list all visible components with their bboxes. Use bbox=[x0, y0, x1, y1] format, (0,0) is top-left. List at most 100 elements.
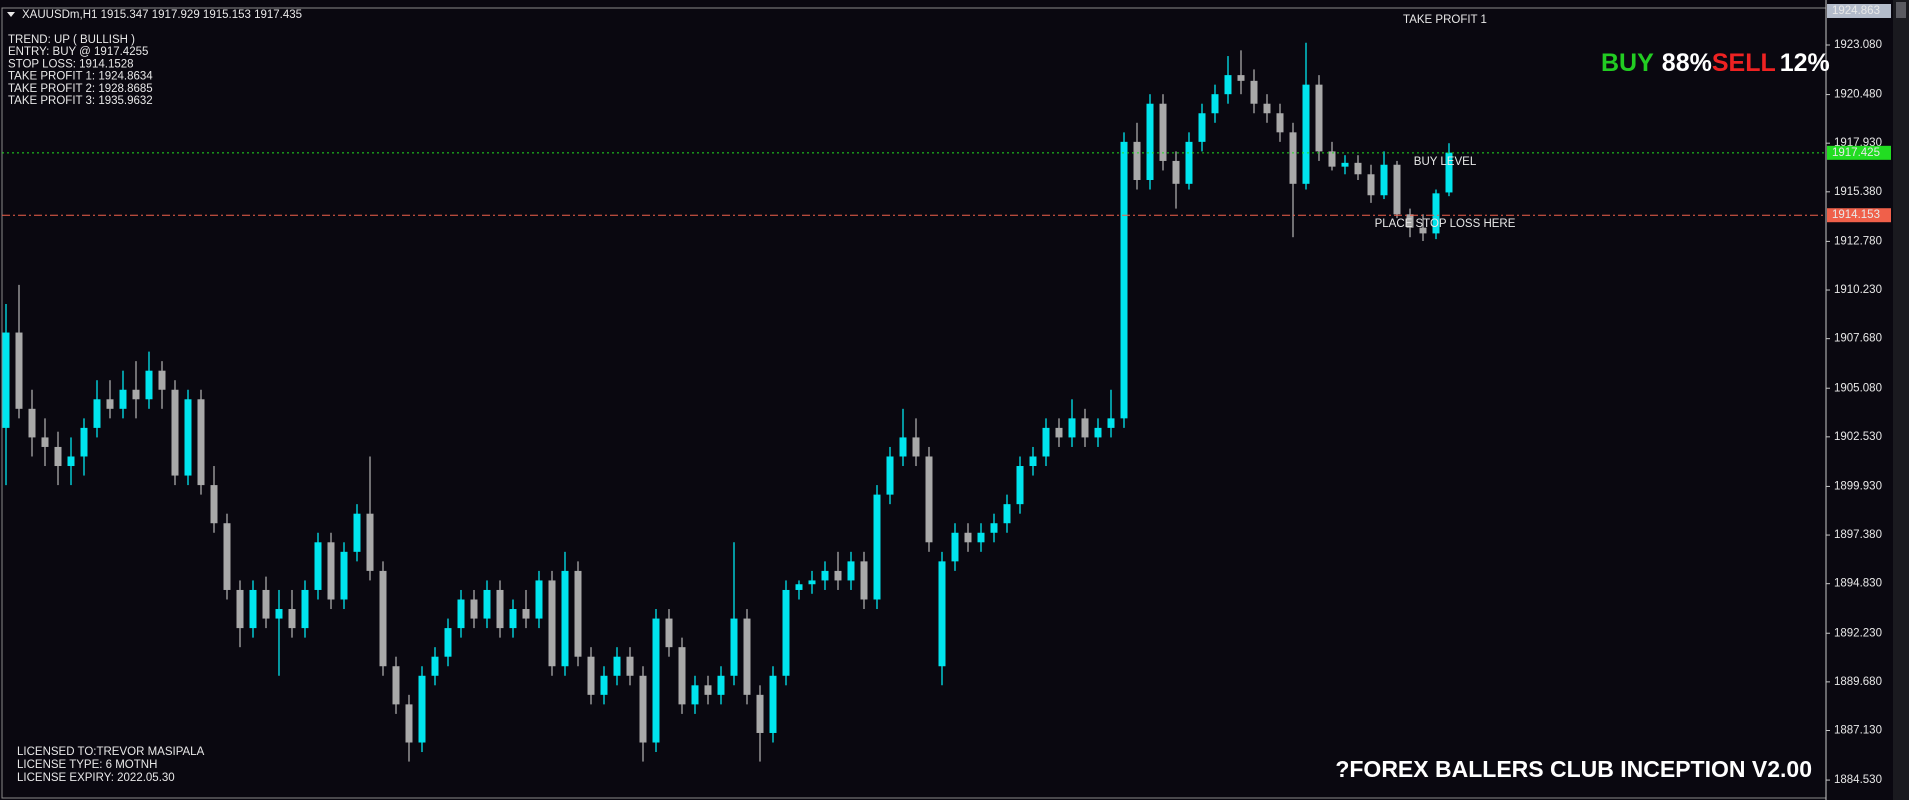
candle-body bbox=[808, 580, 816, 585]
candle-body bbox=[132, 389, 140, 400]
candle-body bbox=[1302, 84, 1310, 184]
candle-body bbox=[1367, 174, 1375, 196]
sell-percent: 12% bbox=[1780, 49, 1830, 77]
candle-body bbox=[522, 609, 530, 619]
y-tick-label: 1910.230 bbox=[1834, 284, 1882, 296]
candle-body bbox=[912, 437, 920, 457]
y-tick-label: 1892.230 bbox=[1834, 627, 1882, 639]
symbol-header: XAUUSDm,H1 1915.347 1917.929 1915.153 19… bbox=[22, 9, 302, 21]
candle-body bbox=[821, 570, 829, 581]
candle-body bbox=[1146, 103, 1154, 180]
scrollbar[interactable] bbox=[1893, 0, 1909, 800]
level-label: TAKE PROFIT 1 bbox=[1403, 14, 1487, 26]
signal-info: TREND: UP ( BULLISH )ENTRY: BUY @ 1917.4… bbox=[8, 34, 153, 107]
candle-body bbox=[665, 618, 673, 648]
info-line: TAKE PROFIT 1: 1924.8634 bbox=[8, 71, 153, 83]
candle-body bbox=[769, 675, 777, 733]
candle-body bbox=[1185, 141, 1193, 184]
candle-body bbox=[67, 456, 75, 467]
candle-body bbox=[1107, 418, 1115, 428]
candle-body bbox=[145, 370, 153, 400]
candle-body bbox=[392, 666, 400, 705]
candle-body bbox=[1029, 456, 1037, 467]
candle-body bbox=[600, 675, 608, 695]
candle-body bbox=[1120, 141, 1128, 419]
y-tick-label: 1884.530 bbox=[1834, 774, 1882, 786]
scrollbar-thumb[interactable] bbox=[1896, 2, 1906, 18]
candle-body bbox=[1042, 427, 1050, 457]
candle-body bbox=[249, 589, 257, 629]
candle-body bbox=[548, 580, 556, 667]
candle-body bbox=[1133, 141, 1141, 180]
candle-body bbox=[1419, 227, 1427, 234]
candle-body bbox=[28, 408, 36, 438]
y-tick-label: 1920.480 bbox=[1834, 89, 1882, 101]
candle-body bbox=[899, 437, 907, 457]
candle-body bbox=[587, 656, 595, 695]
y-tick-label: 1899.930 bbox=[1834, 480, 1882, 492]
candle-body bbox=[457, 599, 465, 629]
level-label: BUY LEVEL bbox=[1414, 156, 1477, 168]
candle-body bbox=[678, 647, 686, 705]
buy-sell-strength: BUY 88%SELL 12% bbox=[1601, 49, 1830, 77]
info-line: TREND: UP ( BULLISH ) bbox=[8, 34, 135, 46]
y-tick-label: 1915.380 bbox=[1834, 186, 1882, 198]
candle-body bbox=[1341, 162, 1349, 167]
candle-body bbox=[1094, 427, 1102, 438]
candle-body bbox=[743, 618, 751, 695]
candle-body bbox=[1068, 418, 1076, 438]
candle-body bbox=[93, 399, 101, 428]
info-line: TAKE PROFIT 2: 1928.8685 bbox=[8, 83, 153, 95]
candle-body bbox=[574, 570, 582, 657]
candle-body bbox=[327, 542, 335, 600]
candle-body bbox=[873, 494, 881, 600]
candle-body bbox=[613, 656, 621, 676]
candle-body bbox=[860, 561, 868, 600]
candle-body bbox=[1315, 84, 1323, 152]
candle-body bbox=[691, 685, 699, 705]
plot: 1923.0801920.4801917.9301915.3801912.780… bbox=[2, 3, 1891, 786]
candle-body bbox=[353, 513, 361, 552]
candle-body bbox=[1406, 214, 1414, 228]
candle-body bbox=[210, 485, 218, 524]
candle-body bbox=[2, 332, 10, 428]
candle-body bbox=[236, 589, 244, 629]
candle-body bbox=[1445, 152, 1453, 193]
candle-body bbox=[1198, 113, 1206, 142]
candle-body bbox=[41, 437, 49, 447]
candle-body bbox=[509, 609, 517, 629]
symbol-menu-arrow[interactable] bbox=[7, 12, 15, 17]
y-tick-label: 1897.380 bbox=[1834, 529, 1882, 541]
license-line: LICENSE TYPE: 6 MOTNH bbox=[17, 759, 157, 771]
candle-body bbox=[834, 570, 842, 581]
candle-body bbox=[951, 532, 959, 562]
candle-body bbox=[639, 675, 647, 743]
candle-body bbox=[184, 399, 192, 476]
level-tag-label: 1917.425 bbox=[1832, 147, 1880, 159]
level-tag bbox=[1827, 145, 1891, 160]
candle-body bbox=[106, 399, 114, 409]
candle-body bbox=[1237, 75, 1245, 81]
candle-body bbox=[223, 523, 231, 590]
candle-body bbox=[171, 389, 179, 476]
candle-body bbox=[1081, 418, 1089, 438]
candle-body bbox=[405, 704, 413, 743]
candle-body bbox=[301, 589, 309, 629]
candle-body bbox=[925, 456, 933, 543]
candle-body bbox=[717, 675, 725, 695]
candle-body bbox=[1328, 151, 1336, 167]
candle-body bbox=[366, 513, 374, 571]
candle-body bbox=[1224, 75, 1232, 95]
y-tick-label: 1912.780 bbox=[1834, 235, 1882, 247]
candle-body bbox=[119, 389, 127, 409]
candle-body bbox=[730, 618, 738, 676]
candle-body bbox=[483, 589, 491, 619]
candle-body bbox=[1211, 94, 1219, 114]
candle-body bbox=[1250, 80, 1258, 104]
candle-body bbox=[80, 427, 88, 457]
candle-body bbox=[704, 685, 712, 695]
candle-body bbox=[1380, 164, 1388, 196]
candle-body bbox=[782, 589, 790, 676]
